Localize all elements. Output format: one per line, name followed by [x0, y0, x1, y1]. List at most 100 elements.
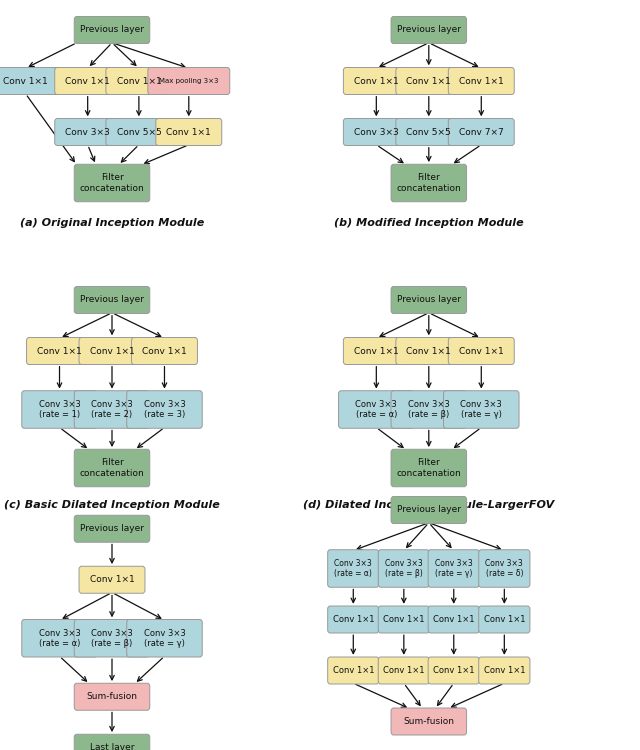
Text: Filter
concatenation: Filter concatenation [79, 173, 145, 193]
Text: Conv 7×7: Conv 7×7 [459, 128, 504, 136]
Text: Conv 1×1: Conv 1×1 [383, 666, 424, 675]
FancyBboxPatch shape [74, 16, 150, 44]
Text: Conv 1×1: Conv 1×1 [142, 346, 187, 355]
FancyBboxPatch shape [391, 449, 467, 487]
FancyBboxPatch shape [328, 657, 379, 684]
Text: Conv 1×1: Conv 1×1 [354, 76, 399, 86]
FancyBboxPatch shape [344, 68, 410, 94]
FancyBboxPatch shape [74, 391, 150, 428]
FancyBboxPatch shape [22, 620, 97, 657]
Text: Conv 1×1: Conv 1×1 [354, 346, 399, 355]
Text: (d) Dilated Inception Module-LargerFOV: (d) Dilated Inception Module-LargerFOV [303, 500, 554, 510]
Text: Conv 1×1: Conv 1×1 [333, 666, 374, 675]
Text: Conv 3×3
(rate = 3): Conv 3×3 (rate = 3) [143, 400, 186, 419]
FancyBboxPatch shape [132, 338, 197, 364]
Text: Last layer: Last layer [90, 743, 134, 750]
FancyBboxPatch shape [26, 338, 92, 364]
Text: Previous layer: Previous layer [397, 296, 461, 304]
Text: Conv 1×1: Conv 1×1 [37, 346, 82, 355]
FancyBboxPatch shape [148, 68, 230, 94]
FancyBboxPatch shape [127, 620, 202, 657]
FancyBboxPatch shape [391, 164, 467, 202]
FancyBboxPatch shape [391, 16, 467, 44]
Text: Conv 3×3: Conv 3×3 [65, 128, 110, 136]
Text: Conv 3×3
(rate = γ): Conv 3×3 (rate = γ) [460, 400, 502, 419]
FancyBboxPatch shape [106, 118, 172, 146]
Text: Conv 3×3
(rate = α): Conv 3×3 (rate = α) [355, 400, 397, 419]
FancyBboxPatch shape [391, 708, 467, 735]
Text: Conv 3×3
(rate = 2): Conv 3×3 (rate = 2) [91, 400, 133, 419]
FancyBboxPatch shape [428, 657, 479, 684]
Text: Conv 3×3
(rate = δ): Conv 3×3 (rate = δ) [486, 559, 523, 578]
FancyBboxPatch shape [396, 338, 462, 364]
FancyBboxPatch shape [428, 606, 479, 633]
Text: Conv 1×1: Conv 1×1 [90, 346, 134, 355]
Text: Conv 1×1: Conv 1×1 [459, 76, 504, 86]
Text: Conv 3×3
(rate = α): Conv 3×3 (rate = α) [334, 559, 372, 578]
FancyBboxPatch shape [54, 68, 120, 94]
Text: Conv 5×5: Conv 5×5 [406, 128, 451, 136]
FancyBboxPatch shape [378, 550, 429, 587]
FancyBboxPatch shape [448, 68, 515, 94]
Text: Previous layer: Previous layer [80, 26, 144, 34]
Text: Conv 3×3
(rate = γ): Conv 3×3 (rate = γ) [143, 628, 186, 648]
Text: Previous layer: Previous layer [397, 26, 461, 34]
FancyBboxPatch shape [448, 338, 515, 364]
FancyBboxPatch shape [444, 391, 519, 428]
FancyBboxPatch shape [479, 550, 530, 587]
FancyBboxPatch shape [339, 391, 414, 428]
FancyBboxPatch shape [127, 391, 202, 428]
FancyBboxPatch shape [378, 657, 429, 684]
FancyBboxPatch shape [74, 683, 150, 710]
Text: Conv 3×3
(rate = γ): Conv 3×3 (rate = γ) [435, 559, 472, 578]
Text: Conv 1×1: Conv 1×1 [459, 346, 504, 355]
FancyBboxPatch shape [391, 496, 467, 523]
FancyBboxPatch shape [396, 68, 462, 94]
Text: Conv 1×1: Conv 1×1 [90, 575, 134, 584]
Text: (c) Basic Dilated Inception Module: (c) Basic Dilated Inception Module [4, 500, 220, 510]
Text: Conv 1×1: Conv 1×1 [433, 615, 474, 624]
Text: Conv 1×1: Conv 1×1 [65, 76, 110, 86]
FancyBboxPatch shape [74, 734, 150, 750]
Text: Conv 3×3
(rate = α): Conv 3×3 (rate = α) [38, 628, 81, 648]
Text: Sum-fusion: Sum-fusion [403, 717, 454, 726]
Text: Conv 1×1: Conv 1×1 [116, 76, 161, 86]
FancyBboxPatch shape [479, 657, 530, 684]
Text: Conv 1×1: Conv 1×1 [406, 346, 451, 355]
Text: Max pooling 3×3: Max pooling 3×3 [159, 78, 218, 84]
FancyBboxPatch shape [0, 68, 58, 94]
Text: Conv 1×1: Conv 1×1 [484, 615, 525, 624]
Text: Conv 1×1: Conv 1×1 [166, 128, 211, 136]
FancyBboxPatch shape [344, 338, 410, 364]
Text: (a) Original Inception Module: (a) Original Inception Module [20, 217, 204, 227]
FancyBboxPatch shape [79, 338, 145, 364]
FancyBboxPatch shape [428, 550, 479, 587]
Text: Conv 1×1: Conv 1×1 [383, 615, 424, 624]
FancyBboxPatch shape [391, 286, 467, 314]
FancyBboxPatch shape [74, 620, 150, 657]
Text: Filter
concatenation: Filter concatenation [396, 458, 461, 478]
Text: (b) Modified Inception Module: (b) Modified Inception Module [334, 217, 524, 227]
Text: Conv 1×1: Conv 1×1 [433, 666, 474, 675]
FancyBboxPatch shape [328, 606, 379, 633]
FancyBboxPatch shape [479, 606, 530, 633]
Text: Conv 3×3
(rate = β): Conv 3×3 (rate = β) [91, 628, 133, 648]
FancyBboxPatch shape [396, 118, 462, 146]
Text: Conv 3×3
(rate = β): Conv 3×3 (rate = β) [408, 400, 450, 419]
Text: Conv 3×3
(rate = 1): Conv 3×3 (rate = 1) [38, 400, 81, 419]
FancyBboxPatch shape [54, 118, 120, 146]
Text: Conv 1×1: Conv 1×1 [406, 76, 451, 86]
FancyBboxPatch shape [328, 550, 379, 587]
FancyBboxPatch shape [378, 606, 429, 633]
Text: Previous layer: Previous layer [80, 296, 144, 304]
FancyBboxPatch shape [79, 566, 145, 593]
Text: Conv 3×3
(rate = β): Conv 3×3 (rate = β) [385, 559, 422, 578]
Text: Conv 1×1: Conv 1×1 [3, 76, 48, 86]
FancyBboxPatch shape [74, 449, 150, 487]
Text: Filter
concatenation: Filter concatenation [79, 458, 145, 478]
FancyBboxPatch shape [22, 391, 97, 428]
FancyBboxPatch shape [156, 118, 222, 146]
Text: Sum-fusion: Sum-fusion [86, 692, 138, 701]
FancyBboxPatch shape [106, 68, 172, 94]
FancyBboxPatch shape [74, 515, 150, 542]
